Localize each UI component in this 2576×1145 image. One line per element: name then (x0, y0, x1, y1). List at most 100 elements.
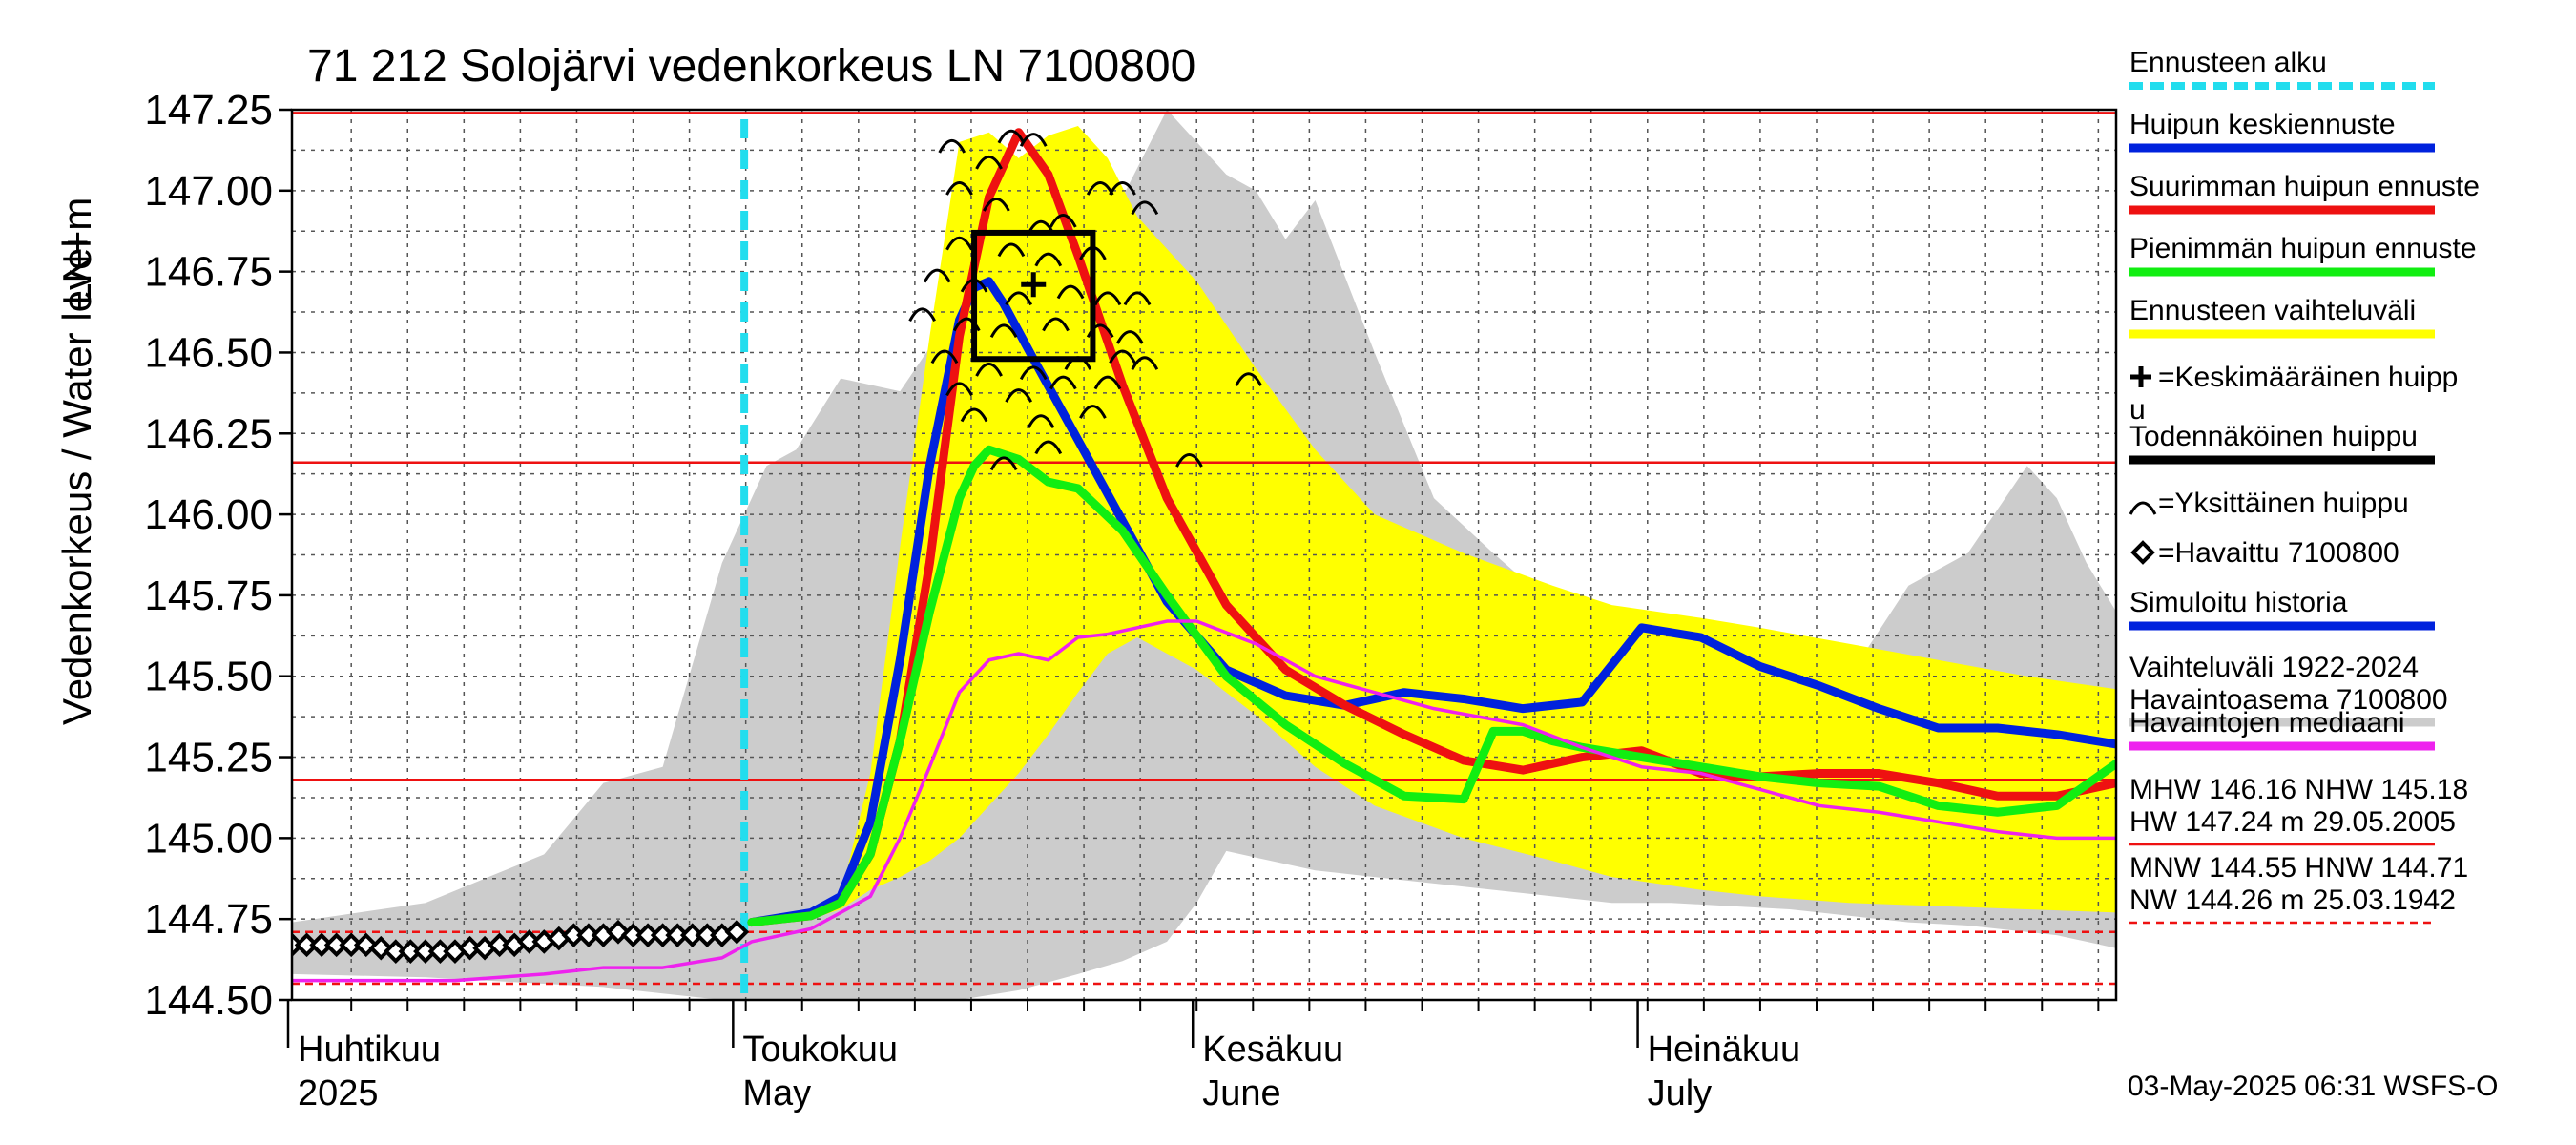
y-tick-label: 146.25 (144, 410, 273, 457)
individual-peak-marker (945, 382, 973, 397)
individual-peak-marker (975, 155, 1003, 170)
individual-peak-marker (1131, 356, 1159, 370)
legend-label: =Keskimääräinen huipp (2158, 362, 2458, 393)
individual-peak-marker (989, 323, 1018, 339)
timestamp-footer: 03-May-2025 06:31 WSFS-O (2128, 1071, 2499, 1102)
individual-peak-marker (1056, 284, 1085, 300)
individual-peak-marker (952, 317, 981, 332)
individual-peak-marker (945, 181, 973, 196)
legend-label: Todennäköinen huippu (2129, 421, 2418, 452)
plot-content (292, 110, 2116, 1000)
individual-peak-marker (997, 129, 1026, 144)
individual-peak-marker (1123, 291, 1152, 306)
legend: Ennusteen alku Huipun keskiennuste Suurimm… (2129, 47, 2480, 925)
month-label-secondary: July (1648, 1073, 1713, 1114)
month-label-secondary: May (742, 1073, 811, 1114)
y-tick-label: 145.25 (144, 735, 273, 781)
individual-peak-marker (1086, 323, 1114, 339)
individual-peak-marker (1235, 372, 1262, 386)
plot-frame (290, 108, 2118, 1002)
month-label: Huhtikuu (298, 1030, 441, 1070)
individual-peak-marker (1093, 291, 1122, 306)
observed-point (368, 935, 394, 961)
series-line-huipun-keskiennuste (747, 277, 2116, 927)
individual-peak-marker (1034, 440, 1063, 455)
plot-area (290, 108, 2118, 1002)
individual-peak-marker (930, 349, 959, 364)
legend-label: Ennusteen vaihteluväli (2129, 295, 2416, 326)
legend-label-secondary: Havaintoasema 7100800 (2129, 684, 2448, 716)
legend-label: MHW 146.16 NHW 145.18 (2129, 774, 2468, 805)
observed-point (606, 919, 631, 945)
legend-diamond-icon (2130, 540, 2155, 565)
observed-point (724, 919, 750, 945)
y-tick-label: 144.75 (144, 896, 273, 943)
individual-peak-marker (960, 407, 988, 423)
y-tick-label: 146.75 (144, 249, 273, 296)
y-axis-label: Vedenkorkeus / Water level (54, 239, 99, 725)
legend-label: Pienimmän huipun ennuste (2129, 233, 2477, 264)
legend-label: =Yksittäinen huippu (2158, 488, 2409, 519)
month-label-secondary: 2025 (298, 1073, 379, 1114)
individual-peak-marker (1093, 375, 1122, 390)
y-tick-label: 144.50 (144, 977, 273, 1024)
individual-peak-marker (1005, 388, 1033, 403)
individual-peak-marker (1042, 317, 1070, 332)
y-tick-label: 145.50 (144, 654, 273, 700)
y-tick-label: 147.25 (144, 87, 273, 134)
individual-peak-marker (1131, 200, 1159, 216)
legend-label: Ennusteen alku (2129, 47, 2327, 78)
series-line-suurimman-huipun-ennuste (747, 128, 2116, 927)
legend-label: Huipun keskiennuste (2129, 109, 2396, 140)
individual-peak-marker (1115, 330, 1144, 344)
individual-peak-marker (997, 242, 1026, 258)
y-tick-label: 146.00 (144, 491, 273, 538)
legend-label: =Havaittu 7100800 (2158, 537, 2399, 569)
legend-label-secondary: u (2129, 394, 2146, 426)
y-tick-label: 146.50 (144, 329, 273, 376)
legend-label: Vaihteluväli 1922-2024 (2129, 652, 2419, 683)
legend-label: Suurimman huipun ennuste (2129, 171, 2480, 202)
chart-title: 71 212 Solojärvi vedenkorkeus LN 7100800 (307, 41, 1195, 92)
legend-label: Havaintojen mediaani (2129, 707, 2405, 739)
individual-peak-marker (1049, 214, 1077, 228)
individual-peak-marker (1005, 291, 1033, 306)
individual-peak-marker (1109, 349, 1136, 364)
legend-label-secondary: HW 147.24 m 29.05.2005 (2129, 806, 2456, 838)
legend-mean-peak-icon (2130, 366, 2151, 387)
individual-peak-marker (923, 268, 951, 283)
individual-peak-marker (1019, 133, 1048, 147)
individual-peak-marker (1175, 453, 1203, 468)
individual-peak-marker (1049, 375, 1077, 390)
y-axis: 147.25 147.00 146.75 146.50 146.25 146.00 145.… (144, 87, 292, 1024)
individual-peak-marker (938, 138, 966, 154)
individual-peak-marker (945, 236, 973, 251)
individual-peak-marker (1079, 405, 1107, 419)
series-line-havaintojen-mediaani (292, 619, 2116, 983)
y-tick-label: 147.00 (144, 168, 273, 215)
individual-peak-marker (989, 456, 1018, 471)
legend-label-secondary: NW 144.26 m 25.03.1942 (2129, 885, 2456, 916)
individual-peak-marker (1019, 365, 1048, 381)
individual-peak-marker (1027, 414, 1055, 429)
month-label: Kesäkuu (1202, 1030, 1343, 1070)
individual-peak-marker (908, 307, 936, 323)
individual-peak-marker (1109, 181, 1136, 196)
individual-peak-marker (975, 363, 1003, 377)
individual-peak-marker (1034, 252, 1063, 267)
legend-label: Simuloitu historia (2129, 587, 2348, 618)
mean-peak-marker (1021, 272, 1047, 298)
month-label-secondary: June (1202, 1073, 1280, 1114)
individual-peak-marker (983, 198, 1010, 212)
month-label: Heinäkuu (1648, 1030, 1801, 1070)
probable-peak-box (971, 229, 1096, 363)
y-axis-unit-label: LN+m (54, 198, 99, 305)
y-tick-label: 145.00 (144, 815, 273, 862)
legend-label: MNW 144.55 HNW 144.71 (2129, 852, 2468, 884)
legend-peak-arc-icon (2129, 501, 2157, 515)
y-tick-label: 145.75 (144, 572, 273, 619)
series-line-pienimmän-huipun-ennuste (747, 445, 2116, 927)
month-label: Toukokuu (742, 1030, 898, 1070)
